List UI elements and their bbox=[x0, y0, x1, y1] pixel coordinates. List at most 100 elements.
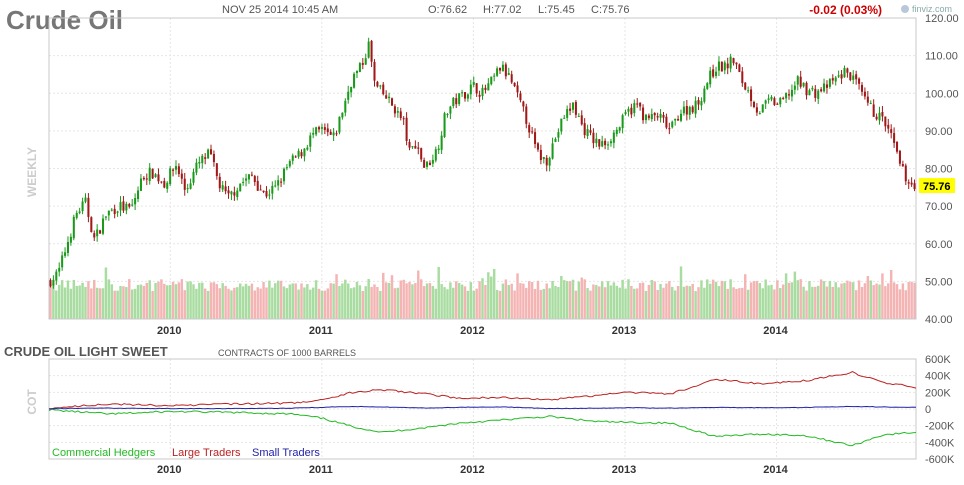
candle-body bbox=[402, 118, 405, 120]
candle-body bbox=[64, 252, 67, 256]
volume-bar bbox=[790, 282, 794, 319]
volume-bar bbox=[314, 280, 318, 319]
candle-body bbox=[656, 116, 659, 118]
volume-bar bbox=[852, 282, 855, 319]
candle-body bbox=[598, 139, 601, 147]
volume-bar bbox=[495, 289, 499, 319]
volume-bar bbox=[895, 284, 899, 319]
volume-bar bbox=[545, 283, 548, 319]
candle-body bbox=[580, 115, 583, 125]
candle-body bbox=[169, 168, 172, 185]
volume-bar bbox=[688, 286, 691, 319]
volume-bar bbox=[711, 279, 715, 319]
volume-bar bbox=[732, 287, 735, 319]
current-price-tag: 75.76 bbox=[919, 178, 955, 193]
volume-bar bbox=[130, 289, 134, 319]
candle-body bbox=[423, 159, 426, 168]
candle-body bbox=[87, 197, 90, 217]
price-x-label: 2010 bbox=[157, 325, 181, 337]
candle-body bbox=[107, 210, 110, 216]
volume-bar bbox=[542, 288, 546, 319]
candle-body bbox=[566, 109, 569, 118]
volume-bar bbox=[244, 283, 248, 319]
candle-body bbox=[230, 191, 233, 195]
volume-bar bbox=[700, 280, 703, 319]
volume-bar bbox=[113, 290, 116, 319]
candle-body bbox=[358, 63, 361, 72]
legend-small: Small Traders bbox=[252, 447, 320, 459]
candle-body bbox=[644, 114, 647, 121]
candle-body bbox=[615, 129, 618, 134]
candle-body bbox=[113, 208, 116, 215]
volume-bar bbox=[580, 277, 583, 319]
volume-bar bbox=[638, 283, 642, 319]
volume-bar bbox=[201, 282, 204, 319]
volume-bar bbox=[192, 284, 195, 319]
candle-body bbox=[843, 67, 846, 78]
volume-bar bbox=[183, 290, 186, 319]
volume-bar bbox=[633, 288, 636, 319]
volume-bar bbox=[603, 287, 607, 319]
candle-body bbox=[61, 255, 64, 268]
candle-body bbox=[691, 106, 694, 113]
candle-body bbox=[110, 209, 113, 211]
volume-bar bbox=[492, 268, 496, 319]
volume-bar bbox=[101, 288, 105, 319]
candle-body bbox=[601, 141, 604, 147]
candle-body bbox=[767, 98, 770, 100]
volume-bar bbox=[90, 288, 93, 319]
cot-series-line bbox=[48, 371, 917, 410]
volume-bar bbox=[878, 284, 881, 319]
candle-body bbox=[825, 84, 828, 88]
candle-body bbox=[630, 107, 633, 115]
volume-bar bbox=[490, 276, 493, 319]
price-y-tick: 40.00 bbox=[925, 314, 953, 326]
candle-body bbox=[122, 201, 125, 211]
volume-bar bbox=[136, 284, 140, 319]
candle-body bbox=[282, 168, 286, 182]
volume-bar bbox=[898, 289, 902, 319]
volume-bar bbox=[399, 280, 402, 319]
volume-bar bbox=[781, 284, 785, 319]
candle-body bbox=[586, 129, 589, 136]
volume-bar bbox=[592, 284, 595, 319]
candle-body bbox=[732, 58, 735, 64]
candle-body bbox=[66, 242, 69, 253]
volume-bar bbox=[808, 281, 811, 319]
price-y-tick: 60.00 bbox=[925, 239, 953, 251]
volume-bar bbox=[72, 279, 76, 319]
finviz-logo[interactable]: finviz.com bbox=[901, 4, 952, 14]
candle-body bbox=[131, 204, 134, 206]
volume-bar bbox=[329, 283, 332, 319]
candle-body bbox=[142, 177, 145, 180]
volume-bar bbox=[519, 283, 522, 319]
candle-body bbox=[370, 40, 373, 62]
volume-bar bbox=[119, 286, 122, 319]
volume-bar bbox=[428, 283, 432, 319]
candle-body bbox=[344, 100, 347, 113]
candle-body bbox=[720, 61, 723, 72]
volume-bar bbox=[452, 287, 455, 319]
volume-bar bbox=[463, 286, 467, 319]
candle-body bbox=[855, 74, 858, 80]
candle-body bbox=[653, 113, 656, 116]
volume-bar bbox=[606, 281, 610, 319]
candle-body bbox=[259, 189, 262, 191]
volume-bar bbox=[300, 283, 303, 319]
candle-body bbox=[571, 102, 575, 110]
candle-body bbox=[647, 115, 650, 119]
volume-bar bbox=[814, 286, 817, 319]
candle-body bbox=[227, 190, 230, 194]
volume-bar bbox=[472, 290, 475, 319]
volume-bar bbox=[93, 279, 96, 319]
volume-bar bbox=[411, 284, 414, 319]
volume-bar bbox=[691, 283, 694, 319]
price-x-label: 2012 bbox=[460, 325, 484, 337]
volume-bar bbox=[457, 283, 461, 319]
volume-bar bbox=[469, 282, 473, 319]
candle-body bbox=[776, 103, 779, 105]
candle-body bbox=[414, 145, 417, 149]
volume-bar bbox=[107, 279, 111, 319]
candle-body bbox=[81, 201, 84, 212]
volume-bar bbox=[326, 288, 330, 319]
